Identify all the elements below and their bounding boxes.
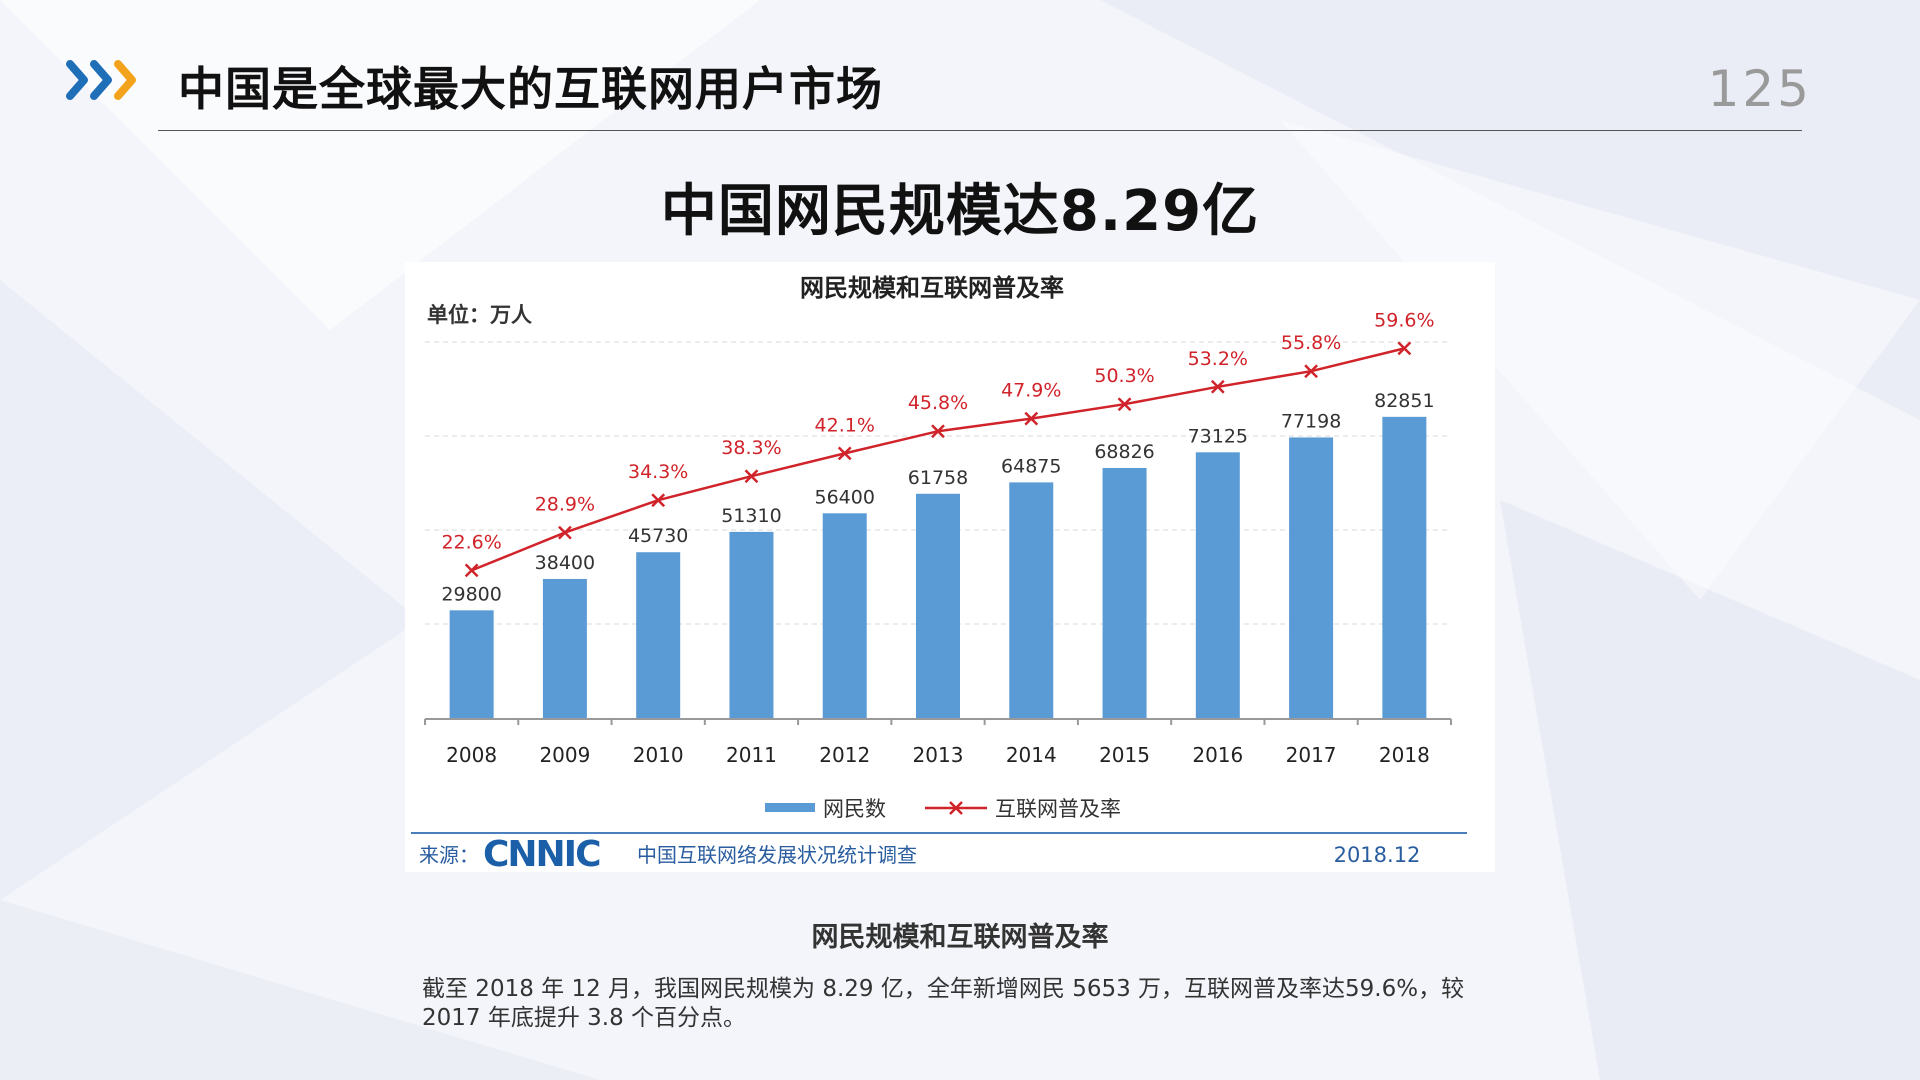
source-date: 2018.12 xyxy=(1334,843,1421,867)
line-point-marker xyxy=(651,493,666,508)
legend-bar-swatch xyxy=(765,803,815,812)
bar xyxy=(1102,467,1147,719)
chart-panel: 2008 2009 2010 2011 2012 2013 2014 2015 2016 2017… xyxy=(405,262,1495,872)
percentage-label: 38.3% xyxy=(721,437,781,459)
x-tick-label: 2016 xyxy=(1192,743,1243,767)
percentage-label: 28.9% xyxy=(535,494,595,516)
x-tick-label: 2017 xyxy=(1286,743,1337,767)
bar-value-label: 29800 xyxy=(441,583,501,605)
slide-header: 中国是全球最大的互联网用户市场 125 xyxy=(0,0,1920,135)
x-tick-label: 2012 xyxy=(819,743,870,767)
x-tick-label: 2011 xyxy=(726,743,777,767)
percentage-label: 22.6% xyxy=(441,531,501,553)
bar xyxy=(1382,416,1427,719)
line-point-marker xyxy=(837,446,852,461)
data-labels: 29800 38400 45730 51310 56400 61758 64875 68826… xyxy=(441,309,1434,605)
bar xyxy=(1195,452,1240,719)
bar-value-label: 61758 xyxy=(908,467,968,489)
x-axis: 2008 2009 2010 2011 2012 2013 2014 2015 2016 2017… xyxy=(424,718,1452,767)
percentage-label: 34.3% xyxy=(628,461,688,483)
percentage-label: 50.3% xyxy=(1094,365,1154,387)
bar xyxy=(822,513,867,719)
bar-value-label: 38400 xyxy=(535,552,595,574)
x-tick-label: 2009 xyxy=(539,743,590,767)
line-point-marker xyxy=(1397,341,1412,356)
line-series xyxy=(464,341,1412,578)
bar-value-label: 68826 xyxy=(1094,441,1154,463)
source-org: 中国互联网络发展状况统计调查 xyxy=(637,843,917,867)
line-point-marker xyxy=(744,469,759,484)
figure-caption: 网民规模和互联网普及率 xyxy=(811,922,1109,953)
bar xyxy=(449,610,494,719)
legend-line-marker xyxy=(949,801,963,815)
page-number: 125 xyxy=(1707,60,1812,118)
line-point-marker xyxy=(1210,379,1225,394)
line-point-marker xyxy=(464,563,479,578)
legend-bar-label: 网民数 xyxy=(823,797,886,821)
x-tick-label: 2015 xyxy=(1099,743,1150,767)
bar xyxy=(729,531,774,719)
chart-title: 网民规模和互联网普及率 xyxy=(800,274,1064,302)
x-tick-label: 2018 xyxy=(1379,743,1430,767)
chevron-arrows-icon xyxy=(66,60,136,100)
legend-line-label: 互联网普及率 xyxy=(995,797,1121,821)
line-point-marker xyxy=(931,424,945,439)
percentage-label: 53.2% xyxy=(1188,348,1248,370)
percentage-label: 55.8% xyxy=(1281,332,1341,354)
bar-value-label: 45730 xyxy=(628,525,688,547)
description-text: 截至 2018 年 12 月，我国网民规模为 8.29 亿，全年新增网民 565… xyxy=(422,976,1465,1031)
chart-svg: 2008 2009 2010 2011 2012 2013 2014 2015 2016 2017… xyxy=(405,262,1495,872)
bar xyxy=(636,552,681,719)
bar-value-label: 73125 xyxy=(1188,425,1248,447)
bar-value-label: 82851 xyxy=(1374,390,1434,412)
line-point-marker xyxy=(1304,364,1318,379)
line-point-marker xyxy=(1024,411,1039,426)
line-point-marker xyxy=(558,525,572,540)
slide-title: 中国是全球最大的互联网用户市场 xyxy=(178,62,883,116)
bar-value-label: 64875 xyxy=(1001,455,1061,477)
x-tick-label: 2010 xyxy=(633,743,684,767)
bar xyxy=(1009,482,1054,719)
percentage-label: 59.6% xyxy=(1374,309,1434,331)
source-prefix: 来源： xyxy=(419,843,479,867)
cnnic-logo: CNNIC xyxy=(483,834,600,872)
x-tick-label: 2008 xyxy=(446,743,497,767)
main-heading: 中国网民规模达8.29亿 xyxy=(660,179,1260,244)
bar xyxy=(916,493,960,719)
percentage-label: 47.9% xyxy=(1001,380,1061,402)
x-tick-label: 2014 xyxy=(1006,743,1057,767)
header-divider xyxy=(158,130,1802,131)
bar-value-label: 56400 xyxy=(815,486,875,508)
bar-value-label: 77198 xyxy=(1281,410,1341,432)
bar xyxy=(542,578,587,719)
unit-label: 单位：万人 xyxy=(427,303,532,327)
line-point-marker xyxy=(1117,397,1132,412)
bar xyxy=(1289,437,1334,719)
bar-series xyxy=(449,416,1427,719)
bar-value-label: 51310 xyxy=(721,505,781,527)
chart-legend: 网民数 互联网普及率 xyxy=(765,797,1121,821)
x-tick-label: 2013 xyxy=(913,743,964,767)
percentage-label: 42.1% xyxy=(815,414,875,436)
percentage-label: 45.8% xyxy=(908,392,968,414)
